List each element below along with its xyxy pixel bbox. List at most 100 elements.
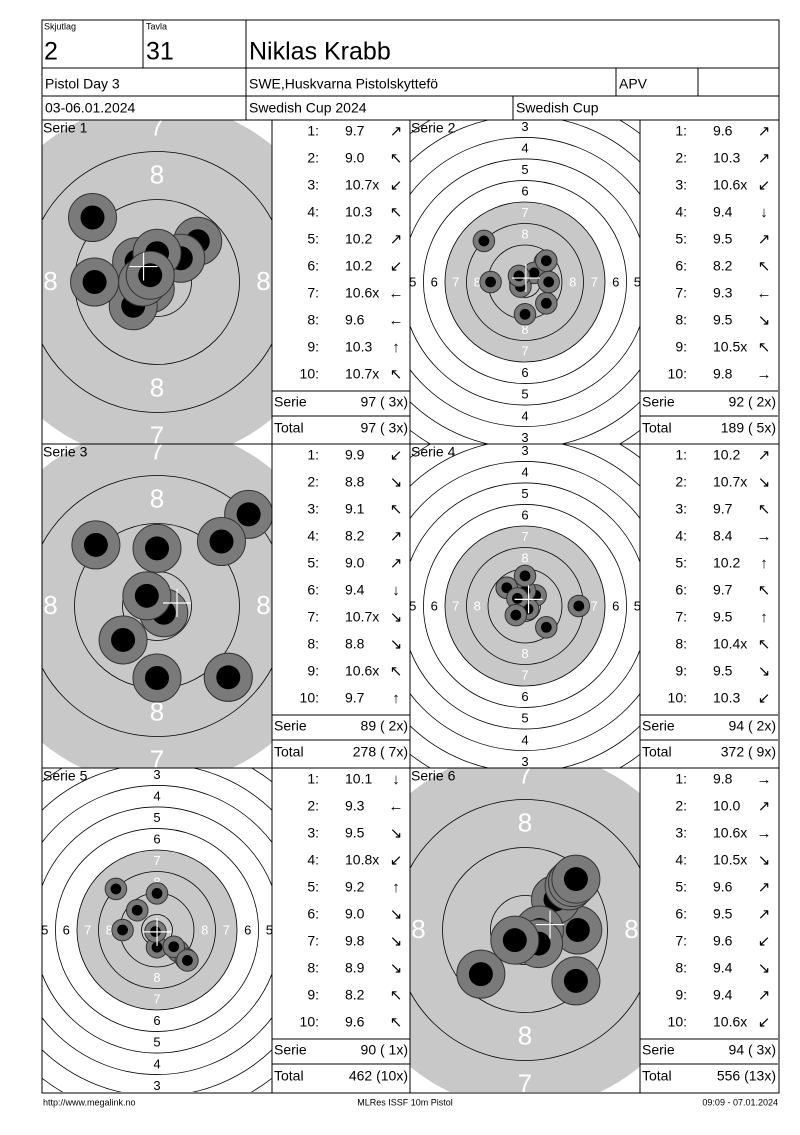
shot-hole — [513, 270, 525, 282]
shot-number: 5: — [307, 555, 319, 571]
shot-score: 9.5 — [713, 312, 733, 328]
shot-number: 9: — [307, 663, 319, 679]
ring-label: 7 — [223, 922, 230, 937]
shot-score: 9.8 — [713, 771, 733, 787]
shot-hole — [131, 904, 143, 916]
ring-label: 4 — [153, 1056, 160, 1071]
footer-left: http://www.megalink.no — [43, 1097, 136, 1107]
total-label: Total — [642, 1068, 672, 1084]
ring-label: 5 — [634, 598, 641, 613]
shot-score: 10.7x — [345, 177, 379, 193]
shot-number: 4: — [675, 204, 687, 220]
shot-direction: ↖ — [390, 150, 403, 167]
ring — [42, 151, 272, 413]
shot-score: 10.8x — [345, 852, 379, 868]
shot-hole — [145, 536, 169, 561]
ring-label: 6 — [612, 274, 619, 289]
ring-label: 8 — [256, 590, 270, 620]
shot-score: 10.2 — [713, 447, 740, 463]
total-score: 556 (13x) — [717, 1068, 776, 1084]
total-score: 97 ( 3x) — [361, 420, 408, 436]
ring-label: 7 — [150, 744, 164, 774]
ring-label: 5 — [521, 387, 528, 402]
event: Pistol Day 3 — [45, 76, 120, 92]
ring-label: 5 — [521, 162, 528, 177]
ring-label: 6 — [521, 184, 528, 199]
shot-direction: ↓ — [392, 771, 400, 788]
footer-center: MLRes ISSF 10m Pistol — [357, 1097, 453, 1107]
shot-direction: ↘ — [390, 474, 403, 491]
shot-score: 10.6x — [345, 663, 379, 679]
header: Skjutlag 2 Tavla 31 Niklas Krabb Pistol … — [44, 21, 648, 115]
shot-direction: ↘ — [758, 312, 771, 329]
shot-score: 9.4 — [713, 204, 733, 220]
total-score: 372 ( 9x) — [721, 744, 776, 760]
ring — [410, 799, 640, 1061]
serie-label: Serie — [274, 394, 307, 410]
ring-label: 8 — [106, 922, 113, 937]
shot-hole — [110, 883, 122, 895]
serie-score: 92 ( 2x) — [729, 394, 776, 410]
shot-direction: ↘ — [758, 474, 771, 491]
shot-number: 9: — [675, 987, 687, 1003]
shot-number: 10: — [668, 690, 687, 706]
shot-number: 10: — [668, 366, 687, 382]
ring-label: 6 — [521, 689, 528, 704]
shot-number: 2: — [307, 798, 319, 814]
shooter-name: Niklas Krabb — [249, 38, 391, 66]
shot-direction: ↖ — [758, 258, 771, 275]
ring-label: 6 — [431, 598, 438, 613]
ring-label: 4 — [521, 141, 528, 156]
serie-score: 97 ( 3x) — [361, 394, 408, 410]
shot-number: 1: — [675, 771, 687, 787]
shot-number: 9: — [675, 339, 687, 355]
shot-score: 9.8 — [713, 366, 733, 382]
shot-hole — [468, 962, 493, 987]
shot-number: 3: — [675, 177, 687, 193]
shot-number: 3: — [307, 177, 319, 193]
ring-label: 4 — [20, 922, 27, 937]
shot-number: 4: — [307, 204, 319, 220]
serie-score: 94 ( 2x) — [729, 718, 776, 734]
shot-direction: ↘ — [390, 636, 403, 653]
shot-hole — [485, 276, 496, 288]
shot-number: 8: — [307, 312, 319, 328]
shot-direction: ↗ — [758, 906, 771, 923]
class: APV — [619, 76, 648, 92]
shot-number: 8: — [307, 636, 319, 652]
shot-direction: ↓ — [392, 582, 400, 599]
shot-direction: ↘ — [758, 663, 771, 680]
ring-label: 7 — [150, 420, 164, 450]
ring — [98, 871, 216, 989]
total-score: 189 ( 5x) — [721, 420, 776, 436]
shot-number: 5: — [675, 231, 687, 247]
ring-label: 8 — [521, 551, 528, 566]
shot-hole — [151, 941, 163, 953]
ring-label: 7 — [521, 205, 528, 220]
ring-label: 5 — [409, 598, 416, 613]
ring-label: 7 — [153, 853, 160, 868]
shot-score: 8.2 — [345, 528, 365, 544]
ring — [410, 158, 640, 406]
shot-score: 10.3 — [713, 690, 740, 706]
ring-label: 3 — [521, 430, 528, 445]
shot-score: 9.5 — [345, 825, 365, 841]
shot-score: 9.7 — [345, 690, 365, 706]
shot-number: 10: — [300, 690, 319, 706]
shot-direction: ↗ — [758, 231, 771, 248]
shot-score: 10.5x — [713, 852, 747, 868]
ring-label: 6 — [153, 1013, 160, 1028]
shot-number: 1: — [307, 771, 319, 787]
score-lists: 1: 9.7 ↗ 2: 9.0 ↖ 3: 10.7x ↙ 4: 10.3 ↖ 5: 10.2 ↗ 6: 10.2… — [272, 123, 778, 1084]
shot-number: 8: — [675, 960, 687, 976]
series-title: Serie 4 — [411, 444, 456, 460]
ring-label: 5 — [521, 486, 528, 501]
shot-number: 4: — [675, 528, 687, 544]
shot-direction: ↘ — [390, 609, 403, 626]
shot-score: 9.5 — [713, 906, 733, 922]
shot-hole — [540, 621, 552, 633]
